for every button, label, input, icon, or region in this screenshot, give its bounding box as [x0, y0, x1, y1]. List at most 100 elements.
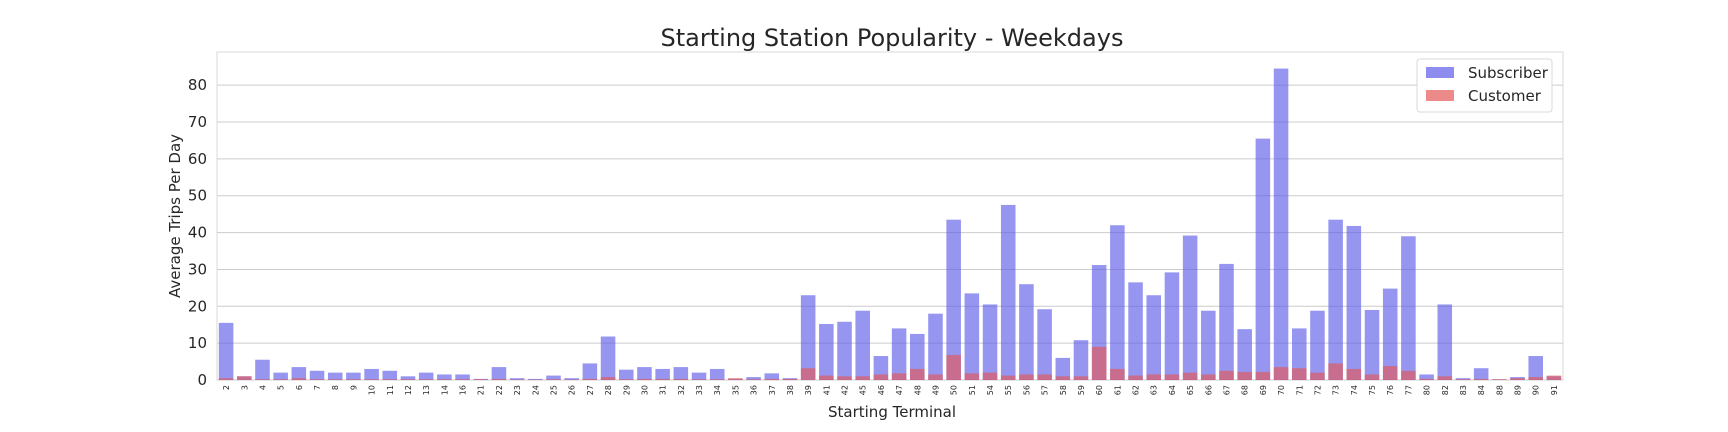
bar-customer-73 [1328, 363, 1343, 380]
y-tick-label: 10 [188, 334, 207, 352]
bar-customer-57 [1037, 374, 1052, 380]
bar-customer-5 [273, 379, 288, 380]
bar-customer-14 [437, 379, 452, 380]
bar-customer-36 [746, 379, 761, 380]
bar-subscriber-13 [418, 372, 434, 380]
x-tick-label: 84 [1477, 385, 1486, 395]
bar-customer-25 [546, 379, 561, 380]
bar-customer-90 [1528, 377, 1543, 380]
bar-subscriber-90 [1528, 356, 1543, 380]
bar-subscriber-62 [1128, 282, 1143, 380]
bar-customer-58 [1055, 376, 1071, 380]
bar-subscriber-71 [1291, 328, 1307, 380]
x-tick-label: 27 [586, 385, 595, 395]
bar-customer-48 [910, 368, 925, 380]
bar-customer-41 [819, 375, 834, 380]
x-tick-label: 24 [531, 385, 540, 395]
bar-subscriber-70 [1273, 68, 1289, 381]
x-tick-label: 58 [1059, 385, 1068, 395]
bar-customer-56 [1019, 374, 1034, 380]
x-tick-label: 37 [768, 385, 777, 395]
x-tick-label: 90 [1532, 385, 1541, 395]
bar-customer-89 [1510, 378, 1525, 380]
x-tick-label: 26 [568, 385, 577, 395]
y-tick-label: 70 [188, 113, 207, 131]
x-tick-label: 34 [713, 385, 722, 395]
bar-subscriber-72 [1310, 310, 1325, 380]
bar-subscriber-76 [1382, 288, 1398, 380]
bar-customer-69 [1255, 371, 1271, 380]
y-axis-ticks: 0 10 20 30 40 50 60 70 80 [188, 76, 207, 389]
bar-subscriber-77 [1401, 236, 1416, 380]
x-tick-label: 38 [786, 385, 795, 395]
x-tick-label: 72 [1313, 385, 1322, 395]
bar-customer-50 [946, 354, 961, 380]
bar-customer-74 [1346, 368, 1362, 380]
y-tick-label: 20 [188, 297, 207, 315]
bar-subscriber-27 [582, 363, 598, 380]
x-tick-label: 11 [386, 385, 395, 395]
bar-customer-75 [1364, 374, 1380, 380]
bar-subscriber-39 [800, 295, 816, 380]
x-tick-label: 9 [349, 385, 358, 390]
bar-subscriber-59 [1073, 340, 1089, 380]
x-tick-label: 14 [440, 385, 449, 395]
x-tick-label: 16 [459, 385, 468, 395]
bar-subscriber-80 [1419, 374, 1434, 380]
x-tick-label: 6 [295, 385, 304, 390]
bar-customer-62 [1128, 375, 1143, 380]
bar-customer-76 [1382, 365, 1398, 380]
bar-subscriber-56 [1019, 284, 1034, 380]
bar-customer-63 [1146, 374, 1162, 380]
bar-subscriber-10 [364, 368, 379, 380]
bar-subscriber-67 [1219, 263, 1234, 380]
x-tick-label: 2 [222, 385, 231, 390]
x-tick-label: 23 [513, 385, 522, 395]
x-tick-label: 70 [1277, 385, 1286, 395]
x-tick-label: 57 [1041, 385, 1050, 395]
y-tick-label: 0 [197, 371, 207, 389]
bar-customer-71 [1291, 368, 1307, 380]
x-tick-label: 7 [313, 385, 322, 390]
bar-customer-10 [364, 379, 379, 380]
bar-customer-32 [673, 378, 689, 380]
y-tick-label: 40 [188, 224, 207, 242]
x-tick-label: 55 [1004, 385, 1013, 395]
x-tick-label: 60 [1095, 385, 1104, 395]
bar-subscriber-47 [891, 328, 907, 380]
bar-subscriber-12 [400, 376, 416, 380]
bar-subscriber-30 [637, 367, 652, 380]
x-tick-label: 22 [495, 385, 504, 395]
bar-customer-55 [1000, 375, 1016, 380]
bar-subscriber-32 [673, 367, 689, 380]
x-tick-label: 67 [1223, 385, 1232, 395]
bar-customer-6 [291, 378, 307, 380]
y-tick-label: 50 [188, 187, 207, 205]
bar-customer-49 [928, 374, 943, 380]
x-tick-label: 73 [1332, 385, 1341, 395]
x-tick-label: 77 [1404, 385, 1413, 395]
y-tick-label: 60 [188, 150, 207, 168]
bar-customer-22 [491, 378, 507, 380]
bar-subscriber-11 [382, 370, 398, 380]
bar-customer-29 [618, 379, 634, 380]
x-tick-label: 8 [331, 385, 340, 390]
x-tick-label: 75 [1368, 385, 1377, 395]
x-tick-label: 3 [240, 385, 249, 390]
x-tick-label: 5 [277, 385, 286, 390]
x-axis-ticks: 2 3 4 5 6 7 8 9 10 11 12 13 14 16 21 22 23 24 25 26 27 28 29 30… [222, 385, 1559, 395]
y-tick-label: 80 [188, 76, 207, 94]
bar-customer-84 [1473, 378, 1489, 380]
bar-customer-54 [982, 372, 998, 380]
bar-customer-47 [891, 373, 907, 380]
bar-subscriber-2 [218, 322, 234, 380]
bar-customer-39 [800, 368, 816, 380]
x-tick-label: 35 [731, 385, 740, 395]
bar-subscriber-5 [273, 372, 288, 380]
bar-customer-28 [600, 377, 616, 380]
bar-subscriber-16 [455, 374, 470, 380]
bar-subscriber-24 [528, 378, 543, 380]
x-tick-label: 82 [1441, 385, 1450, 395]
bar-customer-38 [782, 378, 798, 380]
